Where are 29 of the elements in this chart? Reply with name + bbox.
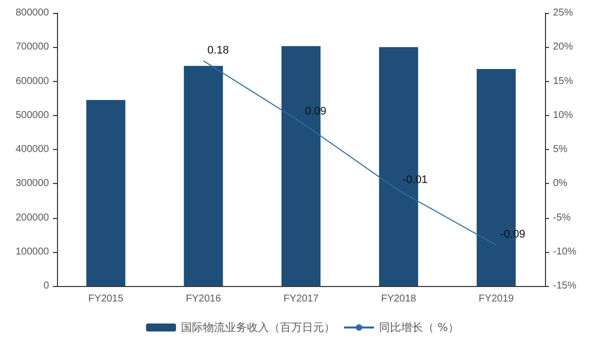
y-tick-label: 700000 — [16, 42, 50, 53]
y2-tick-label: 10% — [553, 110, 574, 121]
y-tick-label: 600000 — [16, 76, 50, 87]
data-label: 0.18 — [207, 44, 229, 56]
y-tick-label: 300000 — [16, 178, 50, 190]
y2-tick-label: 5% — [553, 144, 568, 155]
y2-tick-label: -15% — [553, 280, 576, 292]
y-tick-label: 200000 — [16, 212, 50, 224]
x-tick-label: FY2017 — [283, 294, 319, 304]
x-tick-label: FY2019 — [478, 294, 514, 304]
y2-tick-label: 15% — [553, 76, 574, 87]
legend-label: 国际物流业务收入（百万日元） — [181, 321, 336, 334]
bar — [86, 100, 126, 286]
bar — [184, 66, 223, 286]
legend-label: 同比增长（ %） — [379, 321, 459, 334]
x-tick-label: FY2016 — [186, 294, 222, 304]
y-tick-label: 800000 — [16, 8, 50, 18]
line-series — [202, 60, 497, 246]
y2-tick-label: 0% — [553, 178, 568, 190]
y-tick-label: 0 — [43, 280, 50, 292]
y2-tick-label: -5% — [553, 212, 571, 224]
y2-tick-label: 20% — [553, 42, 574, 53]
y-tick-label: 400000 — [16, 144, 50, 155]
y2-tick-label: -10% — [553, 246, 576, 258]
x-tick-label: FY2018 — [381, 294, 417, 304]
y-tick-label: 100000 — [16, 246, 50, 258]
x-tick-label: FY2015 — [88, 294, 124, 304]
y-tick-label: 500000 — [16, 110, 50, 121]
y2-tick-label: 25% — [553, 8, 574, 18]
